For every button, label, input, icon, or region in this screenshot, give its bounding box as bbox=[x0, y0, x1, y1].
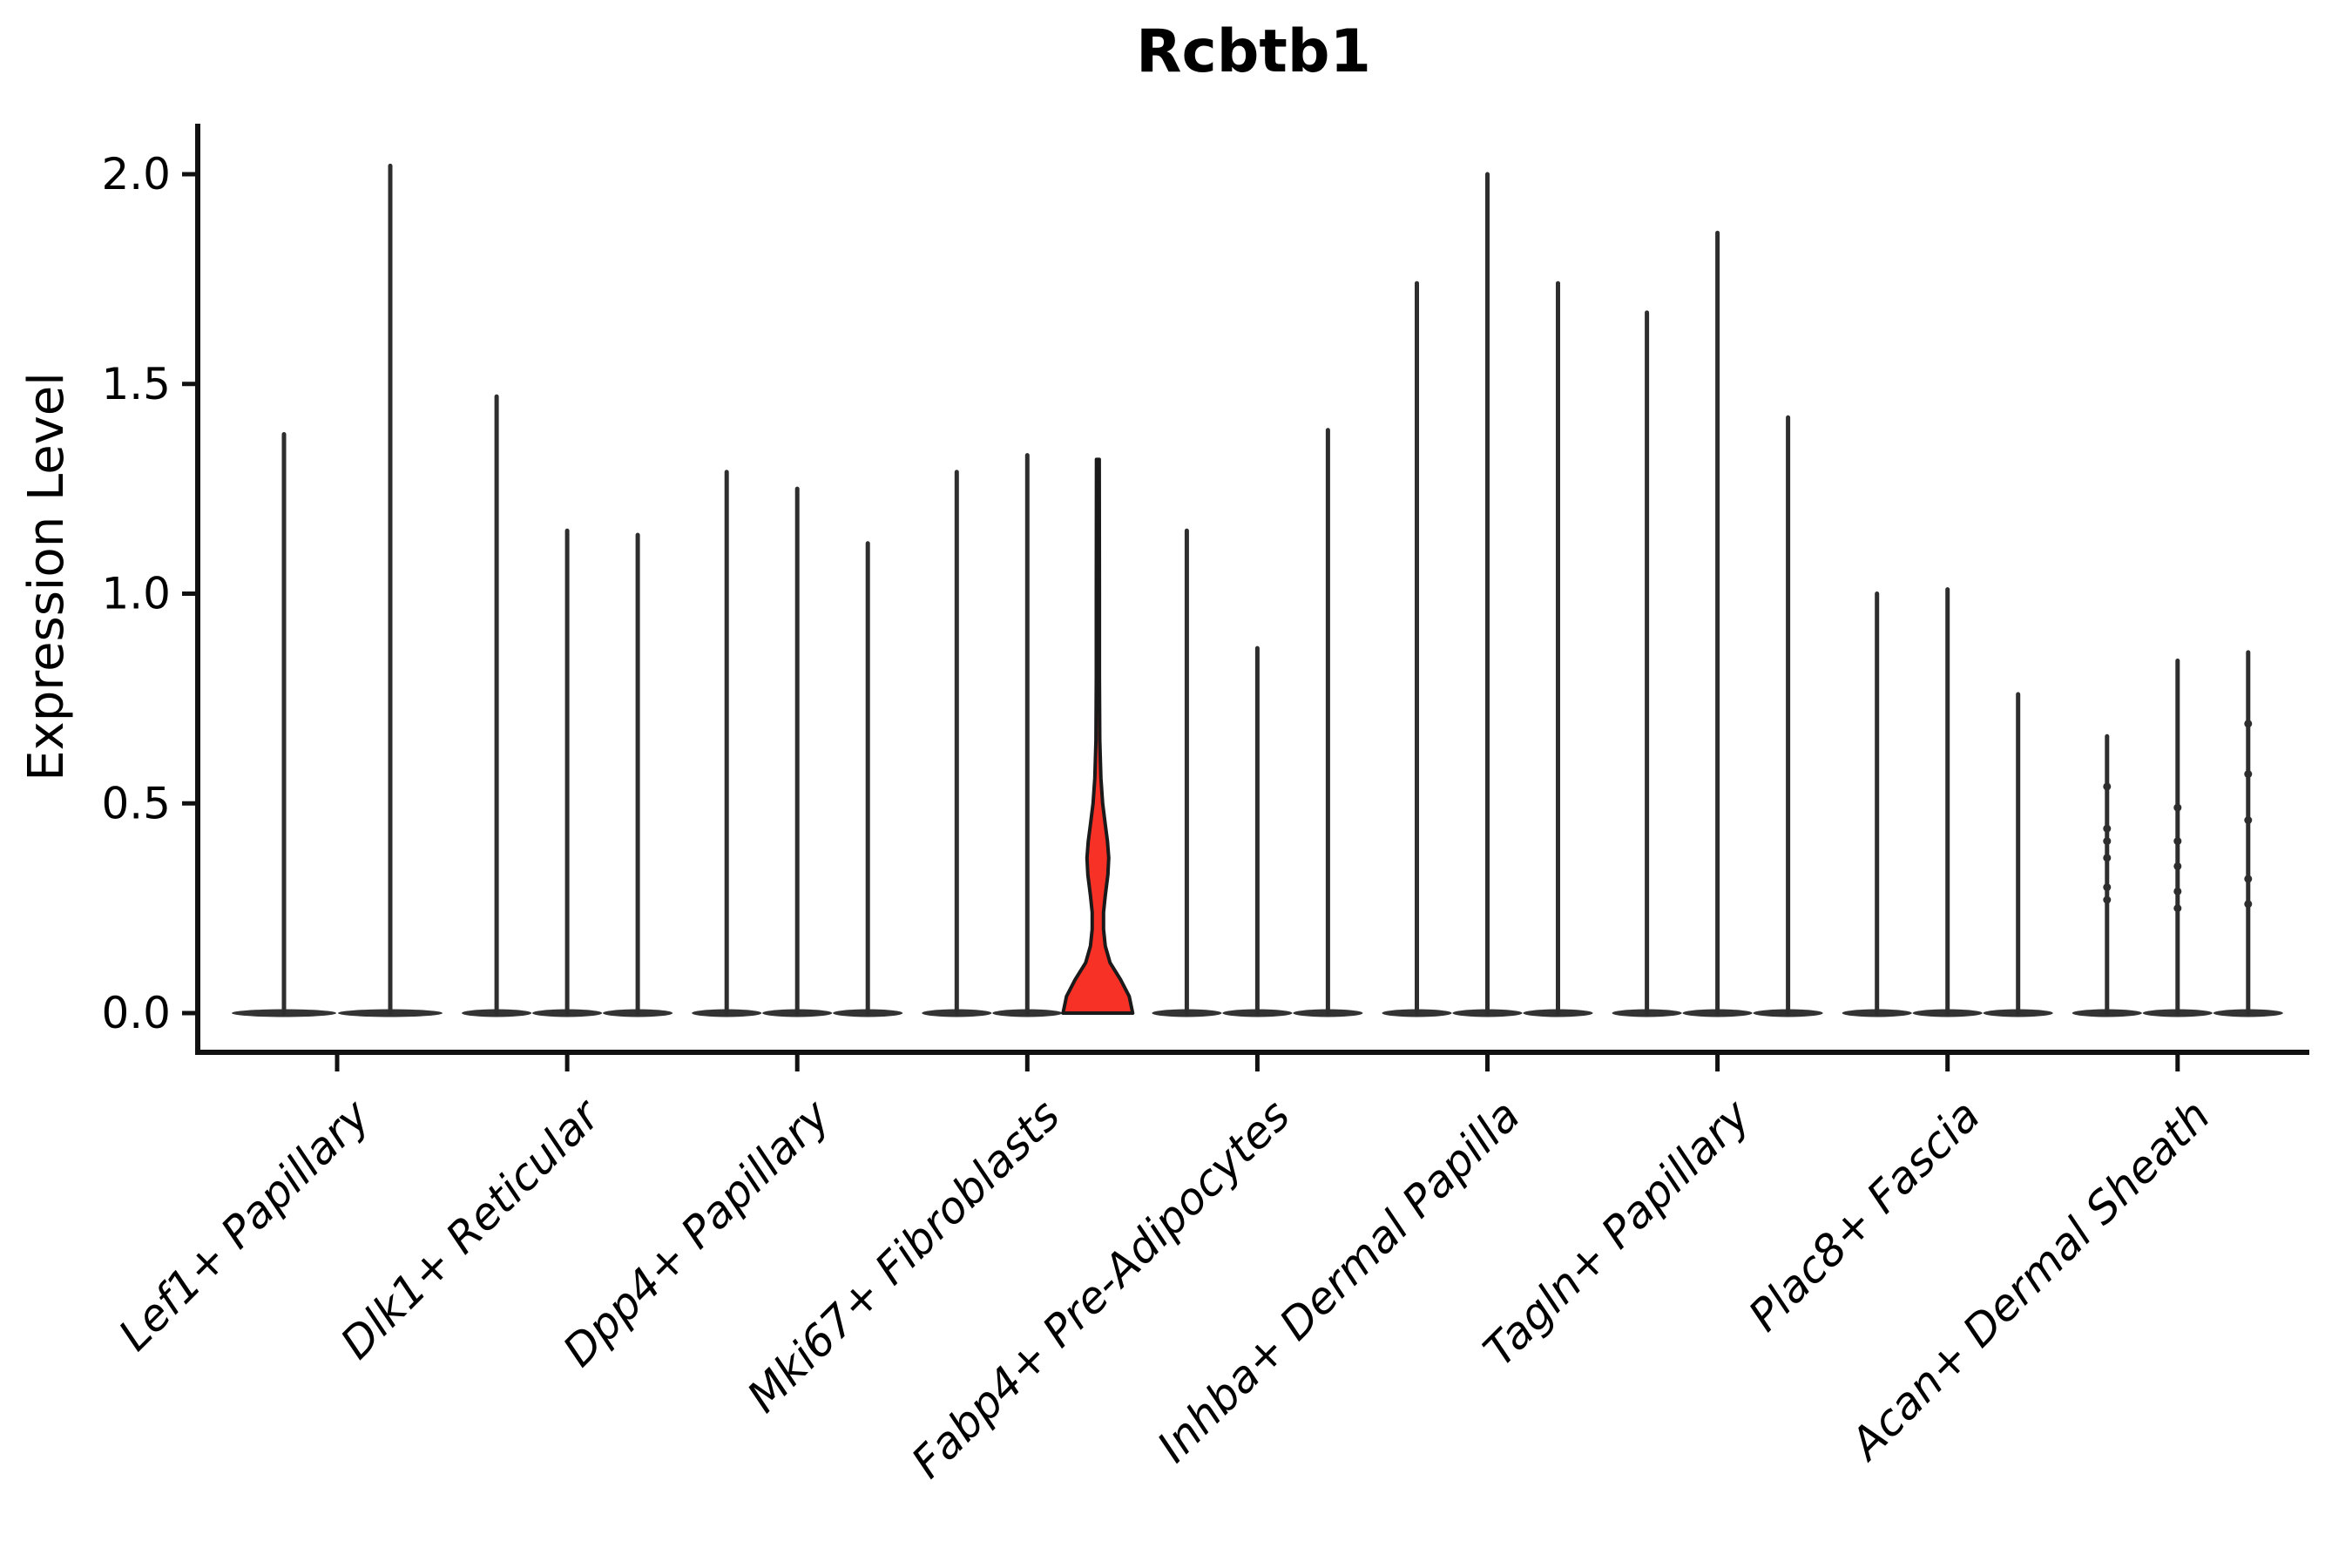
cell-point bbox=[2103, 837, 2112, 846]
cell-point bbox=[2244, 816, 2253, 825]
y-tick-label: 1.0 bbox=[101, 569, 171, 619]
cell-point bbox=[2103, 782, 2112, 791]
y-tick-label: 1.5 bbox=[101, 359, 171, 409]
y-tick-label: 2.0 bbox=[101, 149, 171, 199]
cell-point bbox=[2103, 824, 2112, 833]
cell-point bbox=[2173, 803, 2182, 812]
x-category-label: Plac8+ Fascia bbox=[1739, 1090, 1990, 1341]
axes-layer bbox=[182, 124, 2309, 1071]
violin-highlight bbox=[1061, 457, 1135, 1015]
cell-point bbox=[2244, 875, 2253, 883]
violins-layer bbox=[232, 163, 2283, 1017]
cell-point bbox=[2173, 837, 2182, 846]
chart-title: Rcbtb1 bbox=[1136, 17, 1371, 86]
y-tick-label: 0.0 bbox=[101, 988, 171, 1038]
cell-point bbox=[2103, 883, 2112, 892]
cell-point bbox=[2173, 904, 2182, 913]
cell-point bbox=[2173, 862, 2182, 870]
x-category-label: Lef1+ Papillary bbox=[109, 1089, 380, 1360]
cell-point bbox=[2173, 887, 2182, 896]
x-category-label: Fabp4+ Pre-Adipocytes bbox=[902, 1090, 1300, 1488]
y-tick-labels: 0.0 0.5 1.0 1.5 2.0 bbox=[101, 149, 171, 1038]
x-category-label: Inhba+ Dermal Papilla bbox=[1148, 1090, 1530, 1471]
cell-point bbox=[2244, 720, 2253, 728]
cell-point bbox=[2244, 770, 2253, 779]
cell-point bbox=[2103, 854, 2112, 862]
cell-point bbox=[2244, 900, 2253, 909]
cell-point bbox=[2103, 896, 2112, 904]
y-axis-label: Expression Level bbox=[18, 372, 75, 781]
y-tick-label: 0.5 bbox=[101, 778, 171, 828]
x-category-labels: Lef1+ Papillary Dlk1+ Reticular Dpp4+ Pa… bbox=[109, 1088, 2220, 1488]
